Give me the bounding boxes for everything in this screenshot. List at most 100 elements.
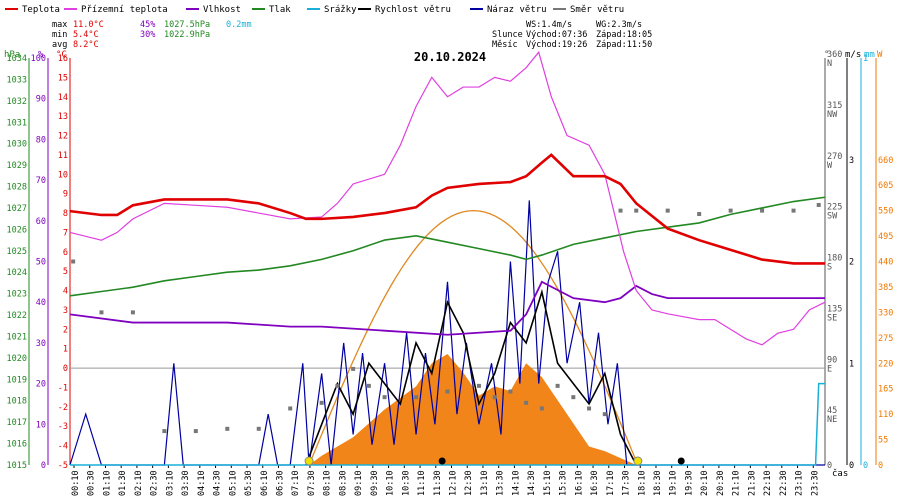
temperature-tick-label: 5 xyxy=(63,267,68,277)
wind-direction-point xyxy=(571,395,576,400)
wind-direction-point xyxy=(414,395,419,400)
wind-direction-point xyxy=(445,389,450,394)
stats-avg-label: avg xyxy=(52,40,67,50)
radiation-tick-label: 385 xyxy=(878,283,893,293)
radiation-tick-label: 275 xyxy=(878,334,893,344)
sunset-marker xyxy=(633,456,643,466)
radiation-tick-label: 110 xyxy=(878,410,893,420)
info-moonrise: Východ:19:26 xyxy=(526,40,587,50)
radiation-tick-label: 440 xyxy=(878,258,893,268)
x-tick-label: 10:30 xyxy=(401,470,411,496)
direction-compass-label: S xyxy=(827,263,832,273)
humidity-tick-label: 40 xyxy=(36,298,46,308)
stats-block: max 11.0°C 45% 1027.5hPa 0.2mm min 5.4°C… xyxy=(52,20,252,50)
pressure-tick-label: 1026 xyxy=(7,225,27,235)
wind-direction-point xyxy=(728,208,733,213)
wind-tick-label: 0 xyxy=(849,461,854,471)
temperature-tick-label: 2 xyxy=(63,325,68,335)
unit-ms: m/s xyxy=(845,50,861,60)
temperature-tick-label: -1 xyxy=(58,383,68,393)
wind-direction-point xyxy=(539,406,544,411)
legend-label: Tlak xyxy=(269,5,291,15)
wind-direction-point xyxy=(665,208,670,213)
pressure-tick-label: 1024 xyxy=(7,268,27,278)
temperature-tick-label: 13 xyxy=(58,112,68,122)
wind-direction-point xyxy=(382,395,387,400)
direction-tick-label: 0 xyxy=(827,461,832,471)
moonrise-marker xyxy=(677,457,685,465)
x-tick-label: 21:30 xyxy=(747,470,757,496)
x-tick-label: 04:30 xyxy=(213,470,223,496)
x-tick-label: 09:30 xyxy=(370,470,380,496)
chart-title: 20.10.2024 xyxy=(414,50,486,64)
stats-max-press: 1027.5hPa xyxy=(164,20,210,30)
direction-tick-label: 270 xyxy=(827,152,842,162)
radiation-tick-label: 660 xyxy=(878,156,893,166)
temperature-tick-label: 11 xyxy=(58,151,68,161)
axis-ticks: 1015101610171018101910201021102210231024… xyxy=(7,50,894,496)
humidity-tick-label: 20 xyxy=(36,380,46,390)
wind-gust-line xyxy=(69,200,825,466)
x-tick-label: 01:10 xyxy=(102,470,112,496)
direction-compass-label: W xyxy=(827,161,833,171)
x-tick-label: 13:10 xyxy=(480,470,490,496)
pressure-tick-label: 1015 xyxy=(7,461,27,471)
info-sunrise: Východ:07:36 xyxy=(526,30,587,40)
sunrise-marker xyxy=(304,456,314,466)
legend-label: Srážky xyxy=(324,5,357,15)
temperature-tick-label: 12 xyxy=(58,132,68,142)
wind-direction-point xyxy=(476,383,481,388)
direction-tick-label: 135 xyxy=(827,304,842,314)
info-ws: WS:1.4m/s xyxy=(526,20,572,30)
pressure-tick-label: 1018 xyxy=(7,397,27,407)
humidity-tick-label: 100 xyxy=(31,54,46,64)
x-tick-label: 04:10 xyxy=(197,470,207,496)
stats-min-label: min xyxy=(52,30,67,40)
temperature-tick-label: 6 xyxy=(63,248,68,258)
x-tick-label: 19:10 xyxy=(669,470,679,496)
humidity-tick-label: 30 xyxy=(36,339,46,349)
wind-tick-label: 3 xyxy=(849,156,854,166)
wind-direction-point xyxy=(351,366,356,371)
unit-degc: °C xyxy=(56,50,67,60)
humidity-tick-label: 70 xyxy=(36,176,46,186)
x-tick-label: 13:30 xyxy=(496,470,506,496)
humidity-tick-label: 50 xyxy=(36,258,46,268)
x-tick-label: 12:10 xyxy=(449,470,459,496)
temperature-tick-label: 10 xyxy=(58,170,68,180)
stats-min-press: 1022.9hPa xyxy=(164,30,210,40)
info-moon-label: Měsíc xyxy=(492,40,518,50)
radiation-tick-label: 220 xyxy=(878,359,893,369)
temperature-tick-label: -3 xyxy=(58,422,68,432)
humidity-tick-label: 10 xyxy=(36,420,46,430)
wind-direction-point xyxy=(816,202,821,207)
humidity-tick-label: 60 xyxy=(36,217,46,227)
temperature-tick-label: 0 xyxy=(63,364,68,374)
legend-label: Směr větru xyxy=(570,5,624,15)
temperature-tick-label: -5 xyxy=(58,461,68,471)
direction-tick-label: 360 xyxy=(827,50,842,60)
legend-label: Vlhkost xyxy=(203,5,241,15)
direction-compass-label: N xyxy=(827,59,832,69)
pressure-line xyxy=(69,196,826,297)
x-tick-label: 23:30 xyxy=(810,470,820,496)
x-tick-label: 20:30 xyxy=(716,470,726,496)
x-tick-label: 16:10 xyxy=(574,470,584,496)
pressure-tick-label: 1025 xyxy=(7,247,27,257)
wind-direction-point xyxy=(618,208,623,213)
wind-direction-point xyxy=(508,389,513,394)
wind-direction-point xyxy=(288,406,293,411)
pressure-tick-label: 1019 xyxy=(7,375,27,385)
pressure-tick-label: 1033 xyxy=(7,75,27,85)
unit-mm: mm xyxy=(864,50,875,60)
x-tick-label: 14:30 xyxy=(527,470,537,496)
x-tick-label: 18:10 xyxy=(637,470,647,496)
wind-direction-point xyxy=(193,429,198,434)
moonset-marker xyxy=(438,457,446,465)
x-tick-label: 23:10 xyxy=(795,470,805,496)
x-tick-label: 02:30 xyxy=(150,470,160,496)
temperature-tick-label: -2 xyxy=(58,403,68,413)
pressure-tick-label: 1017 xyxy=(7,418,27,428)
wind-direction-point xyxy=(335,383,340,388)
x-tick-label: 08:30 xyxy=(338,470,348,496)
